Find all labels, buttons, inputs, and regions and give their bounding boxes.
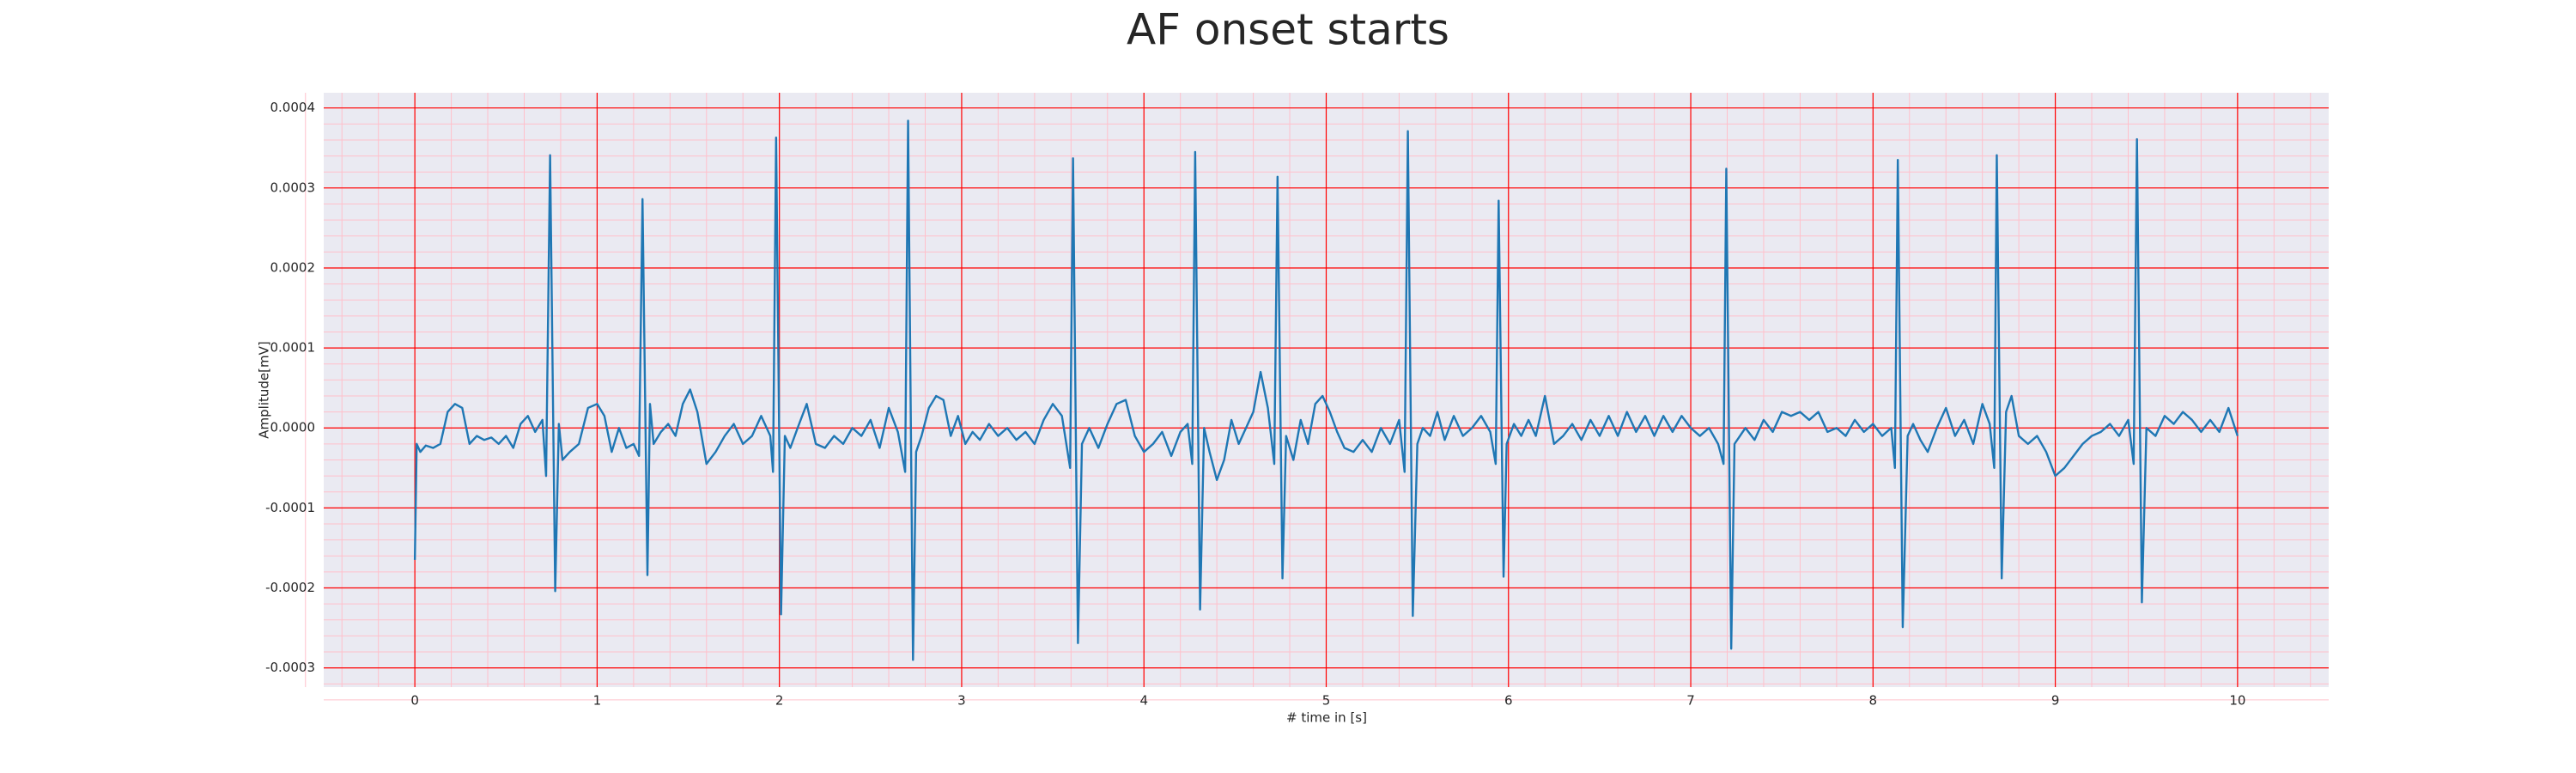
x-tick-label: 4: [1139, 693, 1148, 709]
y-tick-label: 0.0002: [270, 259, 316, 275]
y-tick-label: -0.0003: [265, 660, 315, 675]
x-axis-label: # time in [s]: [1286, 710, 1367, 726]
x-tick-label: 10: [2229, 693, 2245, 709]
signal-line: [413, 119, 2239, 661]
x-tick-label: 9: [2051, 693, 2060, 709]
y-tick-label: 0.0003: [270, 180, 316, 195]
y-tick-label: 0.0001: [270, 340, 316, 356]
y-tick-label: -0.0001: [265, 500, 315, 515]
chart-title: AF onset starts: [1127, 5, 1449, 55]
y-tick-label: 0.0004: [270, 100, 316, 115]
x-tick-label: 2: [775, 693, 784, 709]
x-tick-label: 5: [1322, 693, 1331, 709]
x-tick-label: 7: [1686, 693, 1695, 709]
x-tick-label: 1: [593, 693, 602, 709]
x-tick-label: 3: [957, 693, 966, 709]
y-axis-label: Amplitude[mV]: [257, 341, 272, 438]
x-tick-label: 6: [1504, 693, 1513, 709]
x-tick-label: 0: [410, 693, 419, 709]
y-tick-label: -0.0002: [265, 580, 315, 595]
x-tick-label: 8: [1869, 693, 1878, 709]
y-tick-label: 0.0000: [270, 420, 316, 435]
